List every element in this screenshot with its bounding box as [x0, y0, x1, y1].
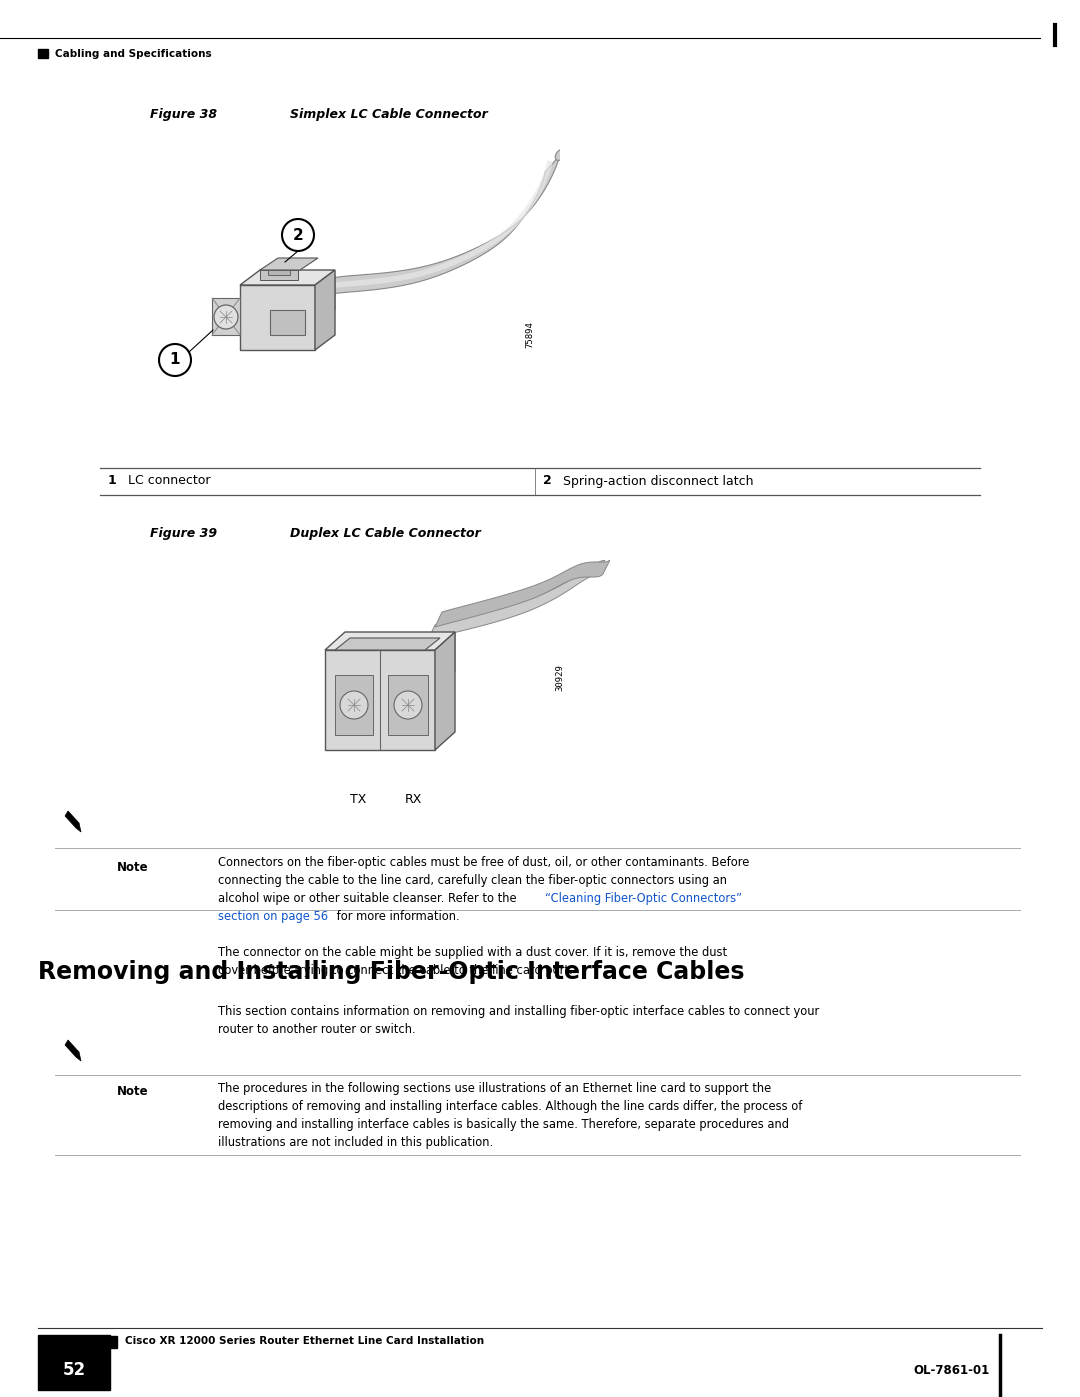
Polygon shape	[76, 823, 81, 833]
Polygon shape	[76, 1052, 81, 1060]
Text: Connectors on the fiber-optic cables must be free of dust, oil, or other contami: Connectors on the fiber-optic cables mus…	[218, 856, 750, 869]
Text: Figure 38: Figure 38	[150, 108, 217, 122]
Text: alcohol wipe or other suitable cleanser. Refer to the: alcohol wipe or other suitable cleanser.…	[218, 893, 521, 905]
Text: TX: TX	[350, 793, 366, 806]
Text: router to another router or switch.: router to another router or switch.	[218, 1023, 416, 1037]
Text: Figure 39: Figure 39	[150, 527, 217, 541]
Text: for more information.: for more information.	[333, 909, 460, 923]
Text: descriptions of removing and installing interface cables. Although the line card: descriptions of removing and installing …	[218, 1099, 802, 1113]
Text: Simplex LC Cable Connector: Simplex LC Cable Connector	[291, 108, 488, 122]
Text: Removing and Installing Fiber-Optic Interface Cables: Removing and Installing Fiber-Optic Inte…	[38, 960, 744, 983]
FancyBboxPatch shape	[38, 49, 48, 59]
Text: connecting the cable to the line card, carefully clean the fiber-optic connector: connecting the cable to the line card, c…	[218, 875, 727, 887]
Text: The connector on the cable might be supplied with a dust cover. If it is, remove: The connector on the cable might be supp…	[218, 946, 727, 958]
Text: 1: 1	[108, 475, 117, 488]
Text: 52: 52	[63, 1361, 85, 1379]
Text: The procedures in the following sections use illustrations of an Ethernet line c: The procedures in the following sections…	[218, 1083, 771, 1095]
Text: Note: Note	[117, 1085, 149, 1098]
Text: section on page 56: section on page 56	[218, 909, 328, 923]
Text: LC connector: LC connector	[129, 475, 211, 488]
Text: 75894: 75894	[526, 321, 535, 348]
Text: This section contains information on removing and installing fiber-optic interfa: This section contains information on rem…	[218, 1004, 820, 1018]
Text: “Cleaning Fiber-Optic Connectors”: “Cleaning Fiber-Optic Connectors”	[545, 893, 742, 905]
Text: Cisco XR 12000 Series Router Ethernet Line Card Installation: Cisco XR 12000 Series Router Ethernet Li…	[125, 1336, 484, 1345]
FancyBboxPatch shape	[38, 1336, 110, 1390]
Text: OL-7861-01: OL-7861-01	[914, 1363, 990, 1376]
Text: 30929: 30929	[555, 665, 565, 692]
Text: Duplex LC Cable Connector: Duplex LC Cable Connector	[291, 527, 481, 541]
Text: illustrations are not included in this publication.: illustrations are not included in this p…	[218, 1136, 494, 1148]
FancyBboxPatch shape	[110, 1336, 117, 1348]
Text: 2: 2	[543, 475, 552, 488]
Polygon shape	[65, 1039, 79, 1058]
Text: Note: Note	[117, 861, 149, 875]
Polygon shape	[65, 812, 79, 828]
Text: removing and installing interface cables is basically the same. Therefore, separ: removing and installing interface cables…	[218, 1118, 789, 1132]
Text: cover before trying to connect the cable to the line card port.: cover before trying to connect the cable…	[218, 964, 572, 977]
Text: Spring-action disconnect latch: Spring-action disconnect latch	[563, 475, 754, 488]
Text: RX: RX	[404, 793, 421, 806]
Text: Cabling and Specifications: Cabling and Specifications	[55, 49, 212, 59]
